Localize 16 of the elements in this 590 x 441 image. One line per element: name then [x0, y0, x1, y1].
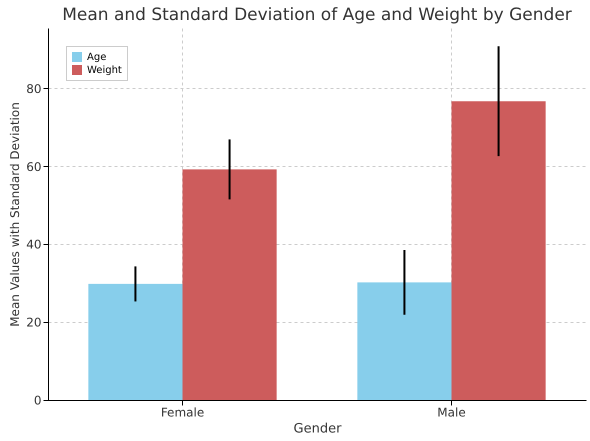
x-tick-label: Female — [160, 406, 204, 420]
legend-label: Weight — [87, 65, 122, 76]
y-tick-label: 20 — [26, 316, 42, 330]
bar — [452, 101, 546, 400]
chart-title: Mean and Standard Deviation of Age and Weight by Gender — [62, 5, 572, 25]
bar — [88, 284, 182, 400]
x-axis-title: Gender — [294, 422, 342, 436]
y-axis-title: Mean Values with Standard Deviation — [8, 102, 22, 327]
bar — [357, 282, 452, 400]
x-tick-label: Male — [437, 406, 466, 420]
legend-label: Age — [87, 52, 106, 63]
y-tick-label: 60 — [26, 160, 42, 174]
y-tick-label: 80 — [26, 82, 42, 96]
y-tick-label: 40 — [26, 238, 42, 252]
y-tick-label: 0 — [34, 394, 42, 408]
bar — [182, 169, 277, 400]
